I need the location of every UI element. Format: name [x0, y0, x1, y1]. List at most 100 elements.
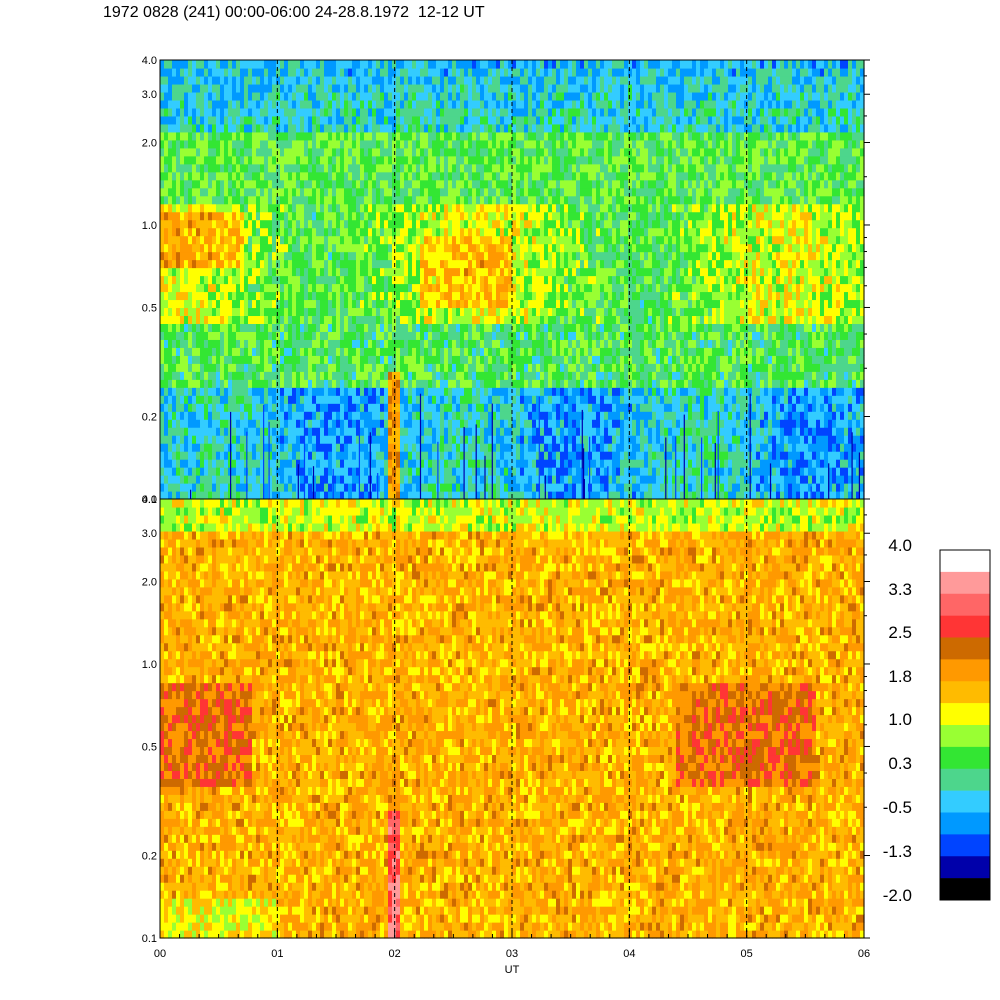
heatmap-cell — [184, 379, 189, 388]
heatmap-cell — [196, 196, 201, 205]
heatmap-cell — [296, 124, 301, 133]
heatmap-cell — [292, 244, 297, 253]
heatmap-cell — [312, 459, 317, 468]
heatmap-cell — [424, 244, 429, 253]
heatmap-cell — [464, 355, 469, 364]
heatmap-cell — [228, 124, 233, 133]
heatmap-cell — [296, 363, 301, 372]
heatmap-cell — [488, 108, 493, 117]
heatmap-cell — [400, 92, 405, 101]
heatmap-cell — [444, 419, 449, 428]
heatmap-cell — [232, 228, 237, 237]
heatmap-cell — [468, 475, 473, 484]
heatmap-cell — [208, 124, 213, 133]
heatmap-cell — [168, 323, 173, 332]
heatmap-cell — [328, 212, 333, 221]
heatmap-cell — [480, 459, 485, 468]
heatmap-cell — [408, 180, 413, 189]
heatmap-cell — [228, 395, 233, 404]
heatmap-cell — [384, 68, 389, 77]
heatmap-cell — [172, 156, 177, 165]
heatmap-cell — [200, 124, 205, 133]
heatmap-cell — [308, 268, 313, 277]
heatmap-cell — [488, 76, 493, 85]
heatmap-cell — [448, 140, 453, 149]
heatmap-cell — [516, 132, 521, 141]
heatmap-cell — [412, 475, 417, 484]
heatmap-cell — [316, 276, 321, 285]
heatmap-cell — [332, 92, 337, 101]
heatmap-cell — [492, 124, 497, 133]
heatmap-cell — [232, 411, 237, 420]
heatmap-cell — [464, 291, 469, 300]
heatmap-cell — [340, 252, 345, 261]
heatmap-cell — [172, 276, 177, 285]
heatmap-cell — [444, 124, 449, 133]
heatmap-cell — [396, 164, 401, 173]
heatmap-cell — [468, 331, 473, 340]
heatmap-cell — [444, 132, 449, 141]
heatmap-cell — [256, 483, 261, 492]
heatmap-cell — [428, 108, 433, 117]
heatmap-cell — [296, 299, 301, 308]
heatmap-cell — [376, 339, 381, 348]
heatmap-cell — [344, 236, 349, 245]
heatmap-cell — [176, 116, 181, 125]
heatmap-cell — [196, 244, 201, 253]
heatmap-cell — [436, 92, 441, 101]
heatmap-cell — [372, 116, 377, 125]
heatmap-cell — [516, 252, 521, 261]
heatmap-cell — [208, 491, 213, 500]
heatmap-cell — [276, 363, 281, 372]
heatmap-cell — [344, 299, 349, 308]
heatmap-cell — [484, 156, 489, 165]
heatmap-cell — [484, 204, 489, 213]
heatmap-cell — [316, 475, 321, 484]
heatmap-cell — [372, 299, 377, 308]
heatmap-cell — [368, 108, 373, 117]
heatmap-cell — [448, 307, 453, 316]
heatmap-cell — [200, 475, 205, 484]
heatmap-cell — [276, 100, 281, 109]
heatmap-cell — [384, 459, 389, 468]
heatmap-cell — [376, 299, 381, 308]
heatmap-cell — [200, 100, 205, 109]
heatmap-cell — [188, 100, 193, 109]
heatmap-cell — [160, 323, 165, 332]
heatmap-cell — [476, 291, 481, 300]
heatmap-cell — [204, 196, 209, 205]
heatmap-cell — [500, 459, 505, 468]
heatmap-cell — [468, 188, 473, 197]
heatmap-cell — [388, 459, 393, 468]
heatmap-cell — [212, 260, 217, 269]
heatmap-cell — [400, 116, 405, 125]
heatmap-cell — [488, 331, 493, 340]
heatmap-cell — [516, 228, 521, 237]
heatmap-cell — [520, 475, 525, 484]
heatmap-cell — [308, 307, 313, 316]
heatmap-cell — [408, 379, 413, 388]
heatmap-cell — [244, 148, 249, 157]
heatmap-cell — [420, 252, 425, 261]
heatmap-cell — [252, 403, 257, 412]
heatmap-cell — [376, 108, 381, 117]
heatmap-cell — [468, 395, 473, 404]
heatmap-cell — [276, 108, 281, 117]
heatmap-cell — [192, 467, 197, 476]
heatmap-cell — [328, 467, 333, 476]
heatmap-cell — [376, 435, 381, 444]
heatmap-cell — [168, 76, 173, 85]
heatmap-cell — [268, 291, 273, 300]
heatmap-cell — [456, 132, 461, 141]
heatmap-cell — [164, 363, 169, 372]
heatmap-cell — [408, 483, 413, 492]
heatmap-cell — [420, 92, 425, 101]
heatmap-cell — [272, 140, 277, 149]
heatmap-cell — [212, 100, 217, 109]
heatmap-cell — [476, 347, 481, 356]
heatmap-cell — [412, 132, 417, 141]
heatmap-cell — [296, 347, 301, 356]
heatmap-cell — [372, 260, 377, 269]
heatmap-cell — [332, 307, 337, 316]
heatmap-cell — [380, 347, 385, 356]
